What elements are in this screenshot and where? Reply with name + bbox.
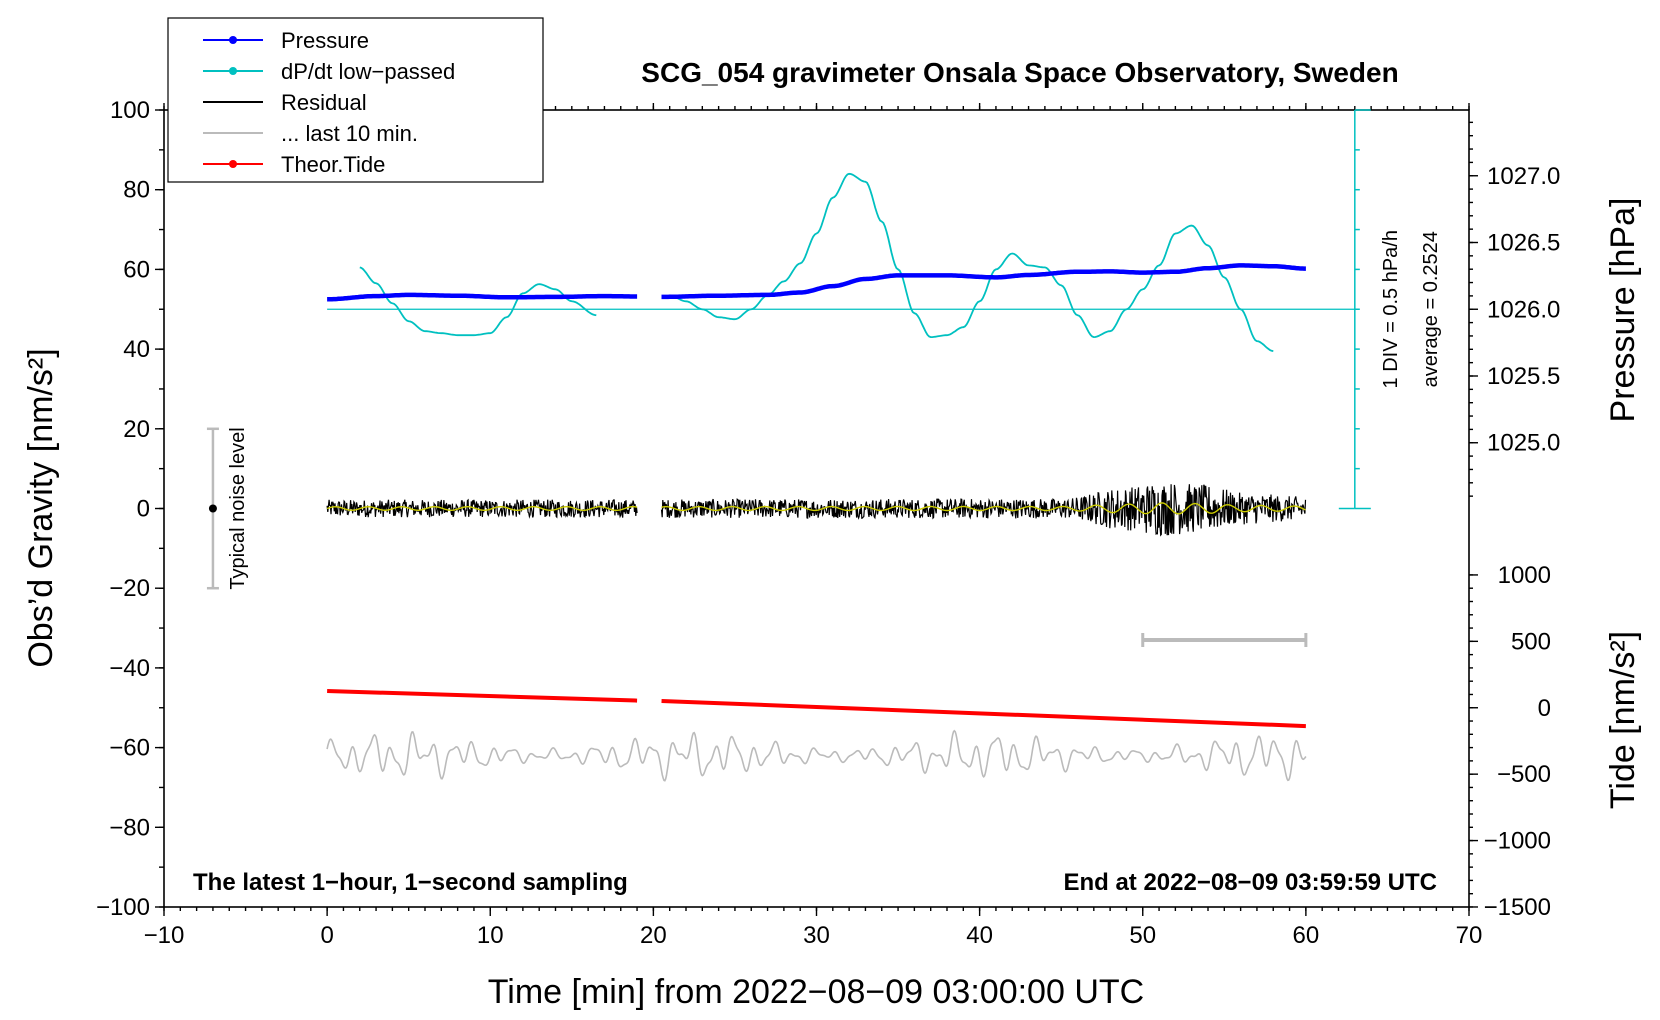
pressure-line <box>327 292 638 302</box>
x-tick-label: 60 <box>1293 922 1320 949</box>
legend: Pressure dP/dt low−passed Residual ... last… <box>167 17 544 183</box>
residual-smoothed-line <box>326 505 638 512</box>
scale-bar-div-label: 1 DIV = 0.5 hPa/h <box>1380 230 1402 388</box>
residual-smoothed-line <box>661 502 1306 515</box>
y-axis-label-pressure: Pressure [hPa] <box>1604 198 1642 423</box>
y-tick-label: −60 <box>109 735 150 762</box>
y-tick-label: 100 <box>110 97 150 124</box>
noise-level-label: Typical noise level <box>227 427 249 589</box>
x-axis-ticks: −10 0 10 20 30 40 50 60 70 <box>144 103 1483 949</box>
y-axis-label-tide: Tide [nm/s²] <box>1604 631 1642 809</box>
y-tick-label: 60 <box>123 256 150 283</box>
tide-axis-ticks: −1500 −1000 −500 0 500 1000 <box>1469 562 1551 921</box>
y-axis-label-left: Obs’d Gravity [nm/s²] <box>22 348 60 667</box>
legend-label: ... last 10 min. <box>281 121 418 146</box>
tide-line <box>327 689 638 703</box>
x-tick-label: 50 <box>1129 922 1156 949</box>
legend-marker <box>229 67 237 75</box>
y-tick-label: 80 <box>123 177 150 204</box>
x-axis-label: Time [min] from 2022−08−09 03:00:00 UTC <box>488 973 1144 1011</box>
pressure-axis-ticks: 1025.0 1025.5 1026.0 1026.5 1027.0 <box>1469 121 1560 497</box>
legend-label: dP/dt low−passed <box>281 59 455 84</box>
residual-line <box>660 484 1307 537</box>
x-tick-label: 30 <box>803 922 830 949</box>
legend-label: Pressure <box>281 28 369 53</box>
pressure-tick-label: 1027.0 <box>1487 163 1560 190</box>
annotation-layer: Typical noise level 1 DIV = 0.5 hPa/h aver… <box>206 109 1442 648</box>
x-tick-label: 70 <box>1456 922 1483 949</box>
series-layer <box>326 172 1355 782</box>
y-tick-label: −100 <box>96 894 150 921</box>
legend-box <box>167 17 544 183</box>
dpdt-line <box>359 266 597 337</box>
y-tick-label: 0 <box>137 496 150 523</box>
dpdt-line <box>669 172 1274 352</box>
scale-bar-avg-label: average = 0.2524 <box>1420 231 1442 387</box>
tide-tick-label: −500 <box>1497 761 1551 788</box>
pressure-line <box>661 263 1306 300</box>
pressure-tick-label: 1025.0 <box>1487 430 1560 457</box>
legend-marker <box>229 36 237 44</box>
legend-marker <box>229 160 237 168</box>
pressure-tick-label: 1026.0 <box>1487 296 1560 323</box>
x-tick-label: 0 <box>320 922 333 949</box>
y-axis-ticks: −100 −80 −60 −40 −20 0 20 40 60 80 100 <box>96 97 164 921</box>
x-tick-label: −10 <box>144 922 185 949</box>
x-tick-label: 40 <box>966 922 993 949</box>
tide-tick-label: −1000 <box>1484 828 1551 855</box>
y-tick-label: −40 <box>109 655 150 682</box>
x-tick-label: 10 <box>477 922 504 949</box>
y-tick-label: 20 <box>123 416 150 443</box>
y-tick-label: −20 <box>109 575 150 602</box>
y-tick-label: 40 <box>123 336 150 363</box>
tide-tick-label: −1500 <box>1484 894 1551 921</box>
footer-right-note: End at 2022−08−09 03:59:59 UTC <box>1063 869 1437 896</box>
chart-title: SCG_054 gravimeter Onsala Space Observat… <box>641 57 1398 88</box>
pressure-tick-label: 1025.5 <box>1487 363 1560 390</box>
footer-left-note: The latest 1−hour, 1−second sampling <box>193 869 628 896</box>
last-10-min-line <box>326 729 1307 782</box>
pressure-tick-label: 1026.5 <box>1487 230 1560 257</box>
y-tick-label: −80 <box>109 814 150 841</box>
tide-line <box>661 698 1306 729</box>
legend-label: Residual <box>281 90 367 115</box>
tide-tick-label: 500 <box>1511 628 1551 655</box>
tide-tick-label: 0 <box>1538 695 1551 722</box>
tide-tick-label: 1000 <box>1498 562 1551 589</box>
legend-label: Theor.Tide <box>281 152 385 177</box>
x-tick-label: 20 <box>640 922 667 949</box>
noise-level-dot <box>208 504 217 513</box>
